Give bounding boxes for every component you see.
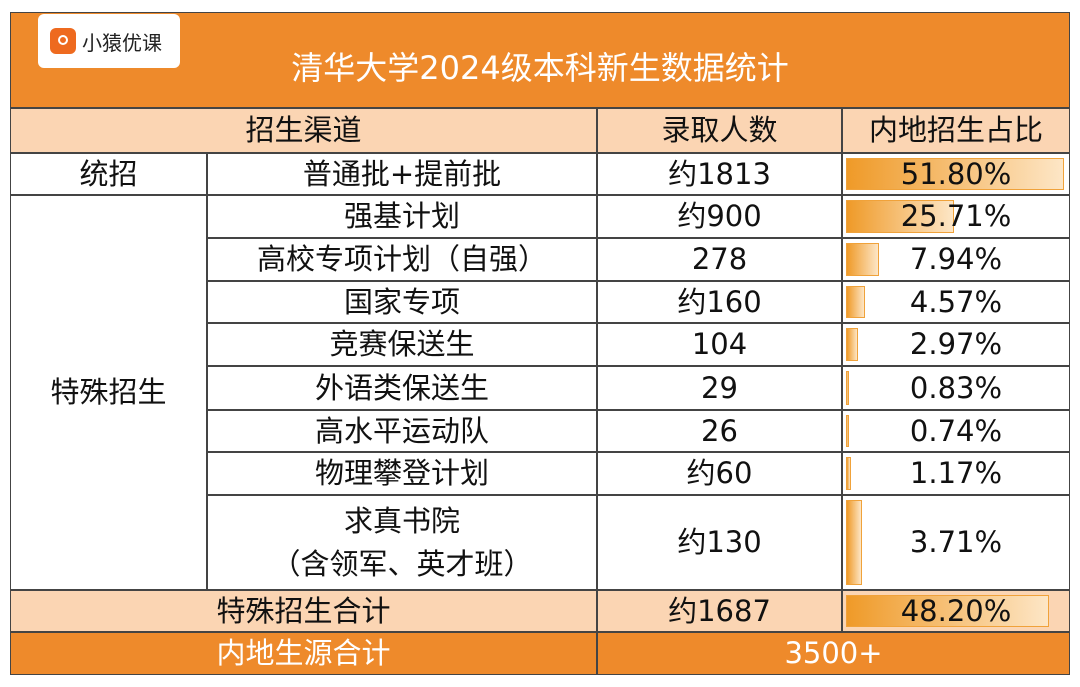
subtotal-label: 特殊招生合计	[10, 590, 597, 632]
title: 清华大学2024级本科新生数据统计	[291, 49, 789, 87]
group-name-text: 特殊招生	[50, 375, 167, 410]
data-bar	[846, 286, 866, 318]
data-bar	[846, 500, 862, 585]
admitted: 104	[597, 323, 842, 366]
data-bar	[846, 415, 850, 447]
admitted: 约160	[597, 281, 842, 323]
share-label: 0.83%	[909, 370, 1003, 405]
data-bar	[846, 200, 955, 233]
title-bar: 清华大学2024级本科新生数据统计	[10, 12, 1070, 108]
admitted-text: 约130	[677, 525, 762, 560]
admitted-text: 26	[701, 413, 738, 448]
brand: 小猿优课	[82, 30, 162, 55]
header-share: 内地招生占比	[842, 108, 1070, 153]
data-bar	[846, 158, 1064, 190]
total-admitted: 3500+	[597, 632, 1070, 675]
share-label: 1.17%	[909, 456, 1003, 491]
data-bar	[846, 371, 850, 405]
data-bar	[846, 243, 880, 276]
channel: 普通批+提前批	[207, 153, 597, 195]
channel-text: 高校专项计划（自强）	[256, 242, 547, 277]
channel: 国家专项	[207, 281, 597, 323]
channel-text: 外语类保送生	[314, 370, 489, 405]
channel: 高水平运动队	[207, 410, 597, 452]
admitted: 约130	[597, 495, 842, 590]
share-cell: 1.17%	[842, 452, 1070, 495]
admitted-text: 约900	[677, 199, 762, 234]
share-label: 25.71%	[900, 199, 1012, 234]
group-name: 统招	[10, 153, 207, 195]
admitted-text: 104	[691, 327, 748, 362]
admitted-text: 29	[701, 370, 738, 405]
logo-icon	[50, 28, 76, 54]
channel-text: 求真书院 （含领军、英才班）	[271, 504, 533, 581]
admitted: 29	[597, 366, 842, 410]
channel: 竞赛保送生	[207, 323, 597, 366]
admitted: 278	[597, 238, 842, 281]
header-channel: 招生渠道	[10, 108, 597, 153]
share-label: 48.20%	[900, 593, 1012, 628]
data-bar	[846, 328, 859, 361]
channel: 高校专项计划（自强）	[207, 238, 597, 281]
channel: 外语类保送生	[207, 366, 597, 410]
admitted: 26	[597, 410, 842, 452]
header-admitted: 录取人数	[597, 108, 842, 153]
share-cell: 3.71%	[842, 495, 1070, 590]
channel-text: 高水平运动队	[314, 413, 489, 448]
share-label: 7.94%	[909, 242, 1003, 277]
share-cell: 0.74%	[842, 410, 1070, 452]
channel-text: 强基计划	[343, 199, 460, 234]
subtotal-label-text: 特殊招生合计	[216, 593, 391, 628]
logo: 小猿优课	[38, 14, 180, 68]
header-share-text: 内地招生占比	[868, 113, 1043, 148]
total-label: 内地生源合计	[10, 632, 597, 675]
subtotal-admitted: 约1687	[597, 590, 842, 632]
total-admitted-text: 3500+	[784, 636, 883, 671]
admitted-text: 278	[691, 242, 748, 277]
channel: 求真书院 （含领军、英才班）	[207, 495, 597, 590]
admitted-text: 约1813	[668, 156, 771, 191]
share-label: 2.97%	[909, 327, 1003, 362]
admitted: 约900	[597, 195, 842, 238]
share-cell: 2.97%	[842, 323, 1070, 366]
data-bar	[846, 457, 851, 490]
channel: 强基计划	[207, 195, 597, 238]
share-cell: 48.20%	[842, 590, 1070, 632]
share-label: 0.74%	[909, 413, 1003, 448]
header-channel-text: 招生渠道	[245, 113, 362, 148]
subtotal-admitted-text: 约1687	[668, 593, 771, 628]
channel-text: 物理攀登计划	[314, 456, 489, 491]
share-label: 51.80%	[900, 156, 1012, 191]
group-name-text: 统招	[79, 156, 138, 191]
data-bar	[846, 595, 1049, 627]
channel-text: 国家专项	[343, 284, 460, 319]
share-cell: 4.57%	[842, 281, 1070, 323]
channel-text: 普通批+提前批	[302, 156, 502, 191]
header-admitted-text: 录取人数	[661, 113, 778, 148]
share-label: 4.57%	[909, 284, 1003, 319]
admitted: 约1813	[597, 153, 842, 195]
channel: 物理攀登计划	[207, 452, 597, 495]
total-label-text: 内地生源合计	[216, 636, 391, 671]
admitted: 约60	[597, 452, 842, 495]
share-cell: 51.80%	[842, 153, 1070, 195]
admitted-text: 约160	[677, 284, 762, 319]
group-name: 特殊招生	[10, 195, 207, 590]
share-cell: 0.83%	[842, 366, 1070, 410]
share-cell: 25.71%	[842, 195, 1070, 238]
channel-text: 竞赛保送生	[329, 327, 475, 362]
admitted-text: 约60	[686, 456, 753, 491]
share-label: 3.71%	[909, 525, 1003, 560]
share-cell: 7.94%	[842, 238, 1070, 281]
